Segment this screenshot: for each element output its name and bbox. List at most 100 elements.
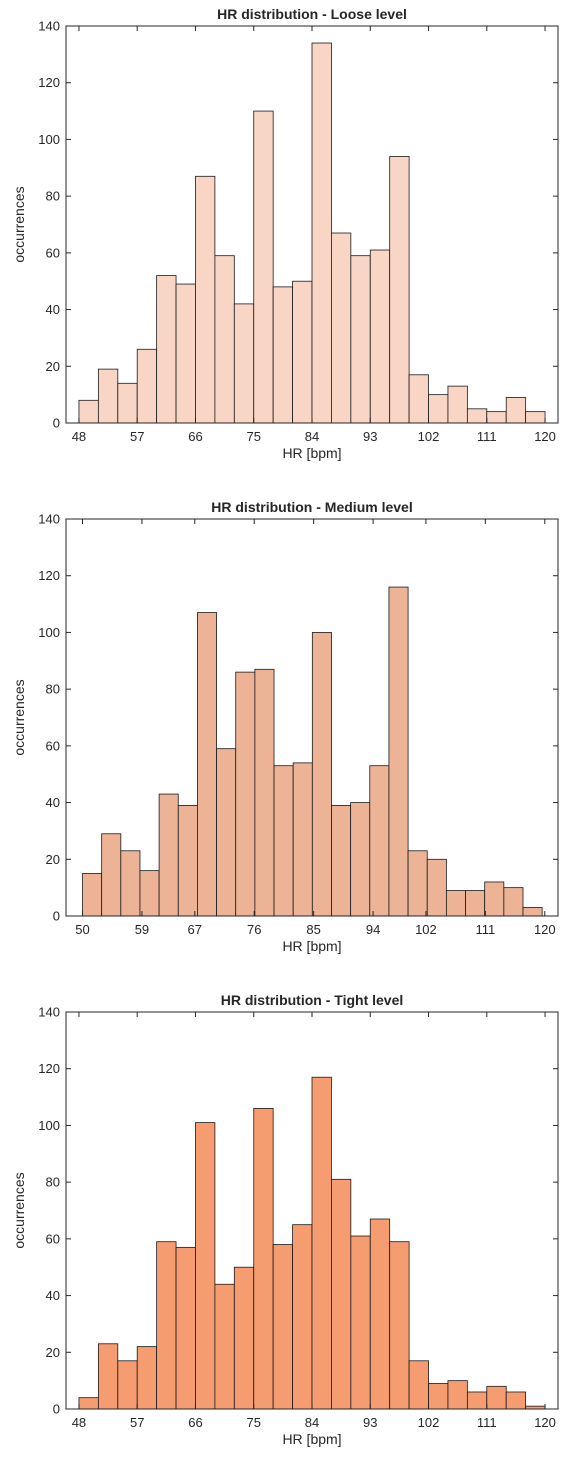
histogram-bar bbox=[350, 802, 371, 917]
histogram-bar bbox=[331, 232, 352, 424]
y-tick-label: 140 bbox=[38, 19, 60, 34]
x-tick-label: 75 bbox=[247, 1415, 261, 1430]
x-tick-label: 66 bbox=[188, 429, 202, 444]
x-tick-label: 120 bbox=[534, 1415, 556, 1430]
histogram-bar bbox=[78, 399, 99, 424]
histogram-bar bbox=[486, 1385, 507, 1410]
x-axis-label: HR [bpm] bbox=[282, 445, 341, 461]
histogram-bar bbox=[254, 668, 275, 917]
histogram-bar bbox=[156, 275, 177, 424]
x-tick-label: 111 bbox=[477, 429, 497, 444]
histogram-bar bbox=[273, 765, 294, 917]
histogram-bar bbox=[235, 671, 256, 917]
y-tick-label: 120 bbox=[38, 568, 60, 583]
histogram-bar bbox=[486, 411, 507, 424]
x-tick-label: 59 bbox=[135, 922, 149, 937]
x-tick-label: 76 bbox=[247, 922, 261, 937]
histogram-bar bbox=[407, 850, 428, 917]
y-axis-label: occurrences bbox=[11, 1172, 27, 1248]
histogram-bar bbox=[389, 156, 410, 424]
x-tick-label: 93 bbox=[363, 1415, 377, 1430]
histogram-bar bbox=[253, 1108, 274, 1410]
histogram-bar bbox=[292, 280, 313, 424]
histogram-bar bbox=[195, 175, 216, 424]
histogram-bar bbox=[505, 397, 527, 424]
histogram-bar bbox=[445, 890, 466, 917]
histogram-bar bbox=[272, 286, 293, 424]
histogram-bar bbox=[195, 1122, 216, 1410]
histogram-bar bbox=[292, 1224, 313, 1410]
histogram-bar bbox=[350, 255, 371, 424]
panel-loose: 0 20 40 60 80 100 120 140 48 57 66 75 84 93 102 111 120 H… bbox=[11, 6, 559, 461]
histogram-bar bbox=[177, 805, 198, 917]
axes-box bbox=[65, 518, 559, 917]
histogram-bar bbox=[331, 1178, 352, 1410]
x-tick-label: 111 bbox=[475, 922, 495, 937]
x-tick-label: 94 bbox=[366, 922, 380, 937]
histogram-bar bbox=[97, 1343, 119, 1410]
chart-title: HR distribution - Loose level bbox=[217, 6, 407, 22]
histogram-bar bbox=[369, 1218, 391, 1410]
x-tick-label: 120 bbox=[534, 429, 556, 444]
histogram-bar bbox=[447, 385, 468, 424]
histogram-bar bbox=[216, 748, 237, 917]
histogram-bar bbox=[156, 1241, 177, 1410]
y-tick-label: 20 bbox=[46, 1345, 60, 1360]
x-tick-label: 102 bbox=[415, 922, 437, 937]
y-tick-label: 140 bbox=[38, 512, 60, 527]
histogram-bar bbox=[233, 1266, 255, 1410]
histogram-bar bbox=[408, 374, 429, 424]
x-tick-label: 93 bbox=[363, 429, 377, 444]
y-axis-label: occurrences bbox=[11, 679, 27, 755]
histogram-bar bbox=[369, 765, 390, 917]
histogram-bar bbox=[136, 348, 158, 424]
panel-medium: 0 20 40 60 80 100 120 140 50 59 67 76 85 94 102 111 120 H… bbox=[11, 499, 559, 954]
histogram-bar bbox=[101, 833, 122, 917]
histogram-bar bbox=[350, 1235, 371, 1410]
histogram-bar bbox=[214, 255, 235, 424]
y-tick-label: 40 bbox=[46, 302, 60, 317]
x-tick-label: 75 bbox=[247, 429, 261, 444]
y-axis-label: occurrences bbox=[11, 186, 27, 262]
x-tick-label: 57 bbox=[130, 1415, 144, 1430]
y-tick-label: 20 bbox=[46, 359, 60, 374]
histogram-bar bbox=[120, 850, 141, 917]
histogram-bar bbox=[78, 1397, 99, 1410]
histogram-bar bbox=[465, 890, 486, 917]
histogram-bar bbox=[408, 1360, 429, 1410]
y-tick-label: 0 bbox=[53, 909, 60, 924]
histogram-bar bbox=[369, 249, 391, 424]
x-tick-label: 84 bbox=[305, 1415, 319, 1430]
x-tick-label: 102 bbox=[418, 429, 440, 444]
x-tick-label: 67 bbox=[188, 922, 202, 937]
histogram-bar bbox=[389, 1241, 410, 1410]
x-tick-label: 66 bbox=[188, 1415, 202, 1430]
histogram-bar bbox=[272, 1244, 293, 1410]
chart-title: HR distribution - Tight level bbox=[221, 992, 404, 1008]
x-tick-label: 84 bbox=[305, 429, 319, 444]
histogram-bar bbox=[117, 382, 138, 424]
histogram-bar bbox=[447, 1380, 468, 1410]
histogram-bar bbox=[292, 762, 313, 917]
y-tick-label: 100 bbox=[38, 625, 60, 640]
histogram-bar bbox=[158, 793, 179, 917]
histogram-bar bbox=[97, 368, 119, 424]
y-tick-label: 100 bbox=[38, 1118, 60, 1133]
y-tick-label: 20 bbox=[46, 852, 60, 867]
y-tick-label: 60 bbox=[46, 738, 60, 753]
y-tick-label: 0 bbox=[53, 416, 60, 431]
histogram-bar bbox=[311, 632, 332, 917]
histogram-bar bbox=[505, 1391, 527, 1410]
y-tick-label: 120 bbox=[38, 75, 60, 90]
x-tick-label: 85 bbox=[306, 922, 320, 937]
histogram-bar bbox=[426, 858, 447, 917]
y-tick-label: 80 bbox=[46, 1175, 60, 1190]
histogram-bar bbox=[82, 873, 103, 917]
histogram-bar bbox=[428, 394, 449, 424]
histogram-bar bbox=[197, 612, 217, 917]
histogram-bar bbox=[466, 408, 488, 424]
y-tick-label: 60 bbox=[46, 245, 60, 260]
x-tick-label: 50 bbox=[75, 922, 89, 937]
y-tick-label: 0 bbox=[53, 1402, 60, 1417]
